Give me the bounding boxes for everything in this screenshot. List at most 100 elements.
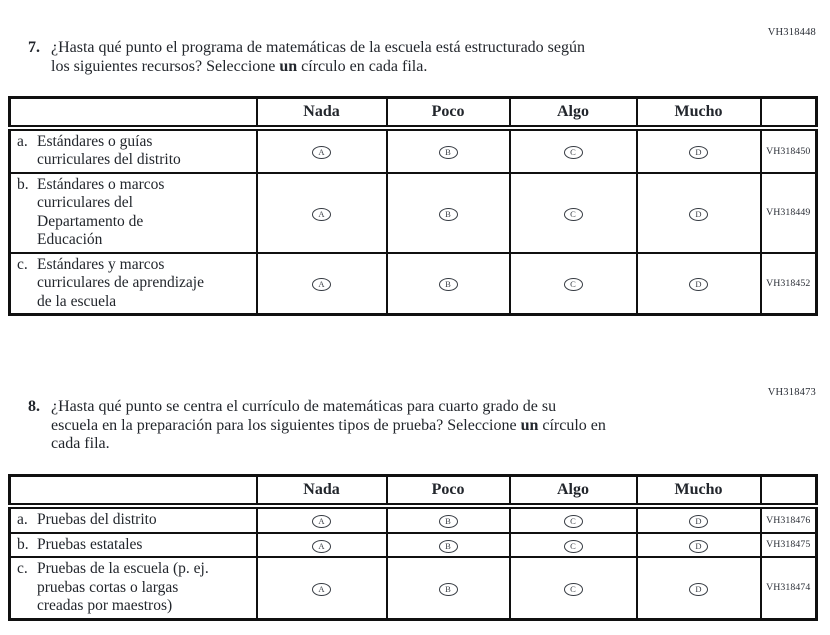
q7-row-a-poco-cell: B: [385, 126, 511, 174]
row-letter: c.: [17, 255, 28, 273]
q7-row-b-nada-cell: A: [255, 171, 388, 254]
q8-row-a-item: a. Pruebas del distrito: [8, 504, 258, 534]
option-bubble-d[interactable]: D: [689, 146, 708, 159]
question-7-text-after: círculo en cada fila.: [297, 57, 428, 75]
q8-row-b: b. Pruebas estatales A B C D VH318475: [8, 531, 818, 558]
q7-row-a-mucho-cell: D: [635, 126, 762, 174]
question-7-text-before: ¿Hasta qué punto el programa de matemáti…: [51, 39, 585, 75]
option-bubble-a[interactable]: A: [312, 207, 331, 221]
option-bubble-d[interactable]: D: [689, 582, 708, 596]
q8-row-c-algo-cell: C: [508, 556, 638, 620]
q8-row-b-item: b. Pruebas estatales: [8, 531, 258, 558]
row-label: Pruebas estatales: [37, 535, 143, 553]
row-letter: a.: [17, 132, 28, 150]
question-8-text-before: ¿Hasta qué punto se centra el currículo …: [51, 398, 557, 434]
question-7-number: 7.: [28, 39, 40, 56]
q7-row-b-algo-cell: C: [508, 171, 638, 254]
question-7: 7. ¿Hasta qué punto el programa de matem…: [28, 39, 748, 76]
option-bubble-d[interactable]: D: [689, 278, 708, 292]
option-bubble-b[interactable]: B: [438, 146, 458, 159]
q8-row-c-mucho-cell: D: [635, 556, 762, 620]
option-bubble-c[interactable]: C: [563, 146, 583, 159]
q8-row-a-poco-cell: B: [385, 504, 511, 534]
q8-col-header-mucho: Mucho: [635, 474, 762, 509]
q7-col-header-nada: Nada: [255, 96, 388, 131]
row-label: Pruebas del distrito: [37, 510, 157, 528]
row-label: Estándares o guías curriculares del dist…: [37, 132, 181, 169]
q7-header-row: Nada Poco Algo Mucho: [8, 96, 818, 131]
q8-row-a-mucho-cell: D: [635, 504, 762, 534]
q7-row-b-item: b. Estándares o marcos curriculares del …: [8, 171, 258, 254]
row-label: Estándares o marcos curriculares del Dep…: [37, 175, 165, 249]
option-bubble-c[interactable]: C: [563, 582, 583, 596]
option-bubble-a[interactable]: A: [312, 146, 331, 159]
option-bubble-c[interactable]: C: [563, 207, 583, 221]
question-8-number: 8.: [28, 398, 40, 415]
q7-row-c-poco-cell: B: [385, 251, 511, 316]
q7-row-c-mucho-cell: D: [635, 251, 762, 316]
option-bubble-b[interactable]: B: [438, 207, 458, 221]
q7-row-a: a. Estándares o guías curriculares del d…: [8, 126, 818, 174]
q7-row-a-code: VH318450: [759, 126, 818, 174]
q8-header-row: Nada Poco Algo Mucho: [8, 474, 818, 509]
q7-row-c-algo-cell: C: [508, 251, 638, 316]
q7-row-c-item: c. Estándares y marcos curriculares de a…: [8, 251, 258, 316]
option-bubble-d[interactable]: D: [689, 515, 708, 528]
q8-row-b-code: VH318475: [759, 531, 818, 558]
row-letter: c.: [17, 560, 28, 577]
row-letter: a.: [17, 510, 28, 528]
q8-row-b-poco-cell: B: [385, 531, 511, 558]
question-8: 8. ¿Hasta qué punto se centra el currícu…: [28, 398, 748, 454]
q7-row-b-poco-cell: B: [385, 171, 511, 254]
q7-header-empty: [8, 96, 258, 131]
question-8-accession-code: VH318473: [767, 387, 816, 398]
question-8-text-after: círculo en cada fila.: [51, 416, 606, 453]
option-bubble-a[interactable]: A: [312, 278, 331, 292]
q8-row-a-code: VH318476: [759, 504, 818, 534]
q7-row-b: b. Estándares o marcos curriculares del …: [8, 171, 818, 254]
q7-row-a-item: a. Estándares o guías curriculares del d…: [8, 126, 258, 174]
q7-row-a-algo-cell: C: [508, 126, 638, 174]
q7-row-a-nada-cell: A: [255, 126, 388, 174]
option-bubble-a[interactable]: A: [312, 515, 331, 528]
question-8-bold-word: un: [520, 416, 539, 434]
q7-row-c: c. Estándares y marcos curriculares de a…: [8, 251, 818, 316]
option-bubble-a[interactable]: A: [312, 539, 331, 553]
q8-row-c-item: c. Pruebas de la escuela (p. ej. pruebas…: [8, 556, 258, 620]
row-label: Estándares y marcos curriculares de apre…: [37, 255, 204, 310]
q8-response-table: Nada Poco Algo Mucho a. Pruebas del dist…: [8, 474, 818, 621]
option-bubble-b[interactable]: B: [438, 539, 458, 553]
q7-header-code-empty: [759, 96, 818, 131]
q8-col-header-algo: Algo: [508, 474, 638, 509]
q8-row-c: c. Pruebas de la escuela (p. ej. pruebas…: [8, 556, 818, 620]
row-letter: b.: [17, 535, 29, 553]
row-letter: b.: [17, 175, 29, 193]
option-bubble-b[interactable]: B: [438, 582, 458, 596]
question-7-accession-code: VH318448: [767, 27, 816, 38]
q8-row-b-algo-cell: C: [508, 531, 638, 558]
row-label: Pruebas de la escuela (p. ej. pruebas co…: [37, 560, 209, 614]
q8-row-c-code: VH318474: [759, 556, 818, 620]
q8-row-a-nada-cell: A: [255, 504, 388, 534]
option-bubble-a[interactable]: A: [312, 582, 331, 596]
q7-row-b-mucho-cell: D: [635, 171, 762, 254]
option-bubble-d[interactable]: D: [689, 539, 708, 553]
q8-row-c-poco-cell: B: [385, 556, 511, 620]
q8-row-c-nada-cell: A: [255, 556, 388, 620]
q8-col-header-poco: Poco: [385, 474, 511, 509]
q8-col-header-nada: Nada: [255, 474, 388, 509]
question-7-text: ¿Hasta qué punto el programa de matemáti…: [51, 39, 585, 76]
q8-header-empty: [8, 474, 258, 509]
q8-row-a: a. Pruebas del distrito A B C D VH318476: [8, 504, 818, 534]
option-bubble-b[interactable]: B: [438, 278, 458, 292]
q8-row-b-mucho-cell: D: [635, 531, 762, 558]
option-bubble-b[interactable]: B: [438, 515, 458, 528]
option-bubble-c[interactable]: C: [563, 515, 583, 528]
q7-col-header-poco: Poco: [385, 96, 511, 131]
option-bubble-c[interactable]: C: [563, 278, 583, 292]
q7-row-b-code: VH318449: [759, 171, 818, 254]
option-bubble-c[interactable]: C: [563, 539, 583, 553]
q7-col-header-mucho: Mucho: [635, 96, 762, 131]
option-bubble-d[interactable]: D: [689, 207, 708, 221]
